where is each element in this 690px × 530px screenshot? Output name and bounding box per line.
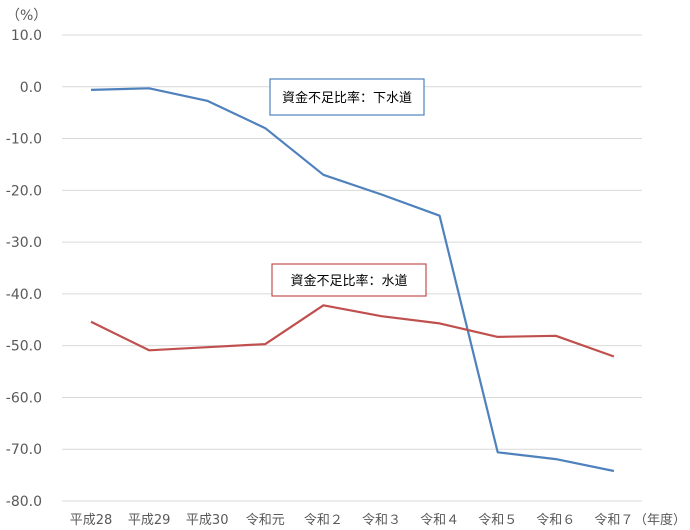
y-axis-tick-labels: 10.0 0.0 -10.0 -20.0 -30.0 -40.0 -50.0 -60.0 -70… xyxy=(6,28,42,510)
x-tick-label: 令和２ xyxy=(304,513,343,528)
x-tick-label: 平成28 xyxy=(70,513,113,528)
x-axis-tick-labels: 平成28 平成29 平成30 令和元 令和２ 令和３ 令和４ 令和５ 令和６ 令和７ （年度） xyxy=(70,512,686,528)
x-tick-label: 令和７ xyxy=(594,513,633,528)
y-tick-label: -60.0 xyxy=(6,390,42,406)
y-tick-label: 10.0 xyxy=(11,28,42,44)
x-tick-label: 令和３ xyxy=(362,513,401,528)
y-tick-label: -80.0 xyxy=(6,494,42,510)
x-tick-label: 平成29 xyxy=(128,513,171,528)
x-tick-label: 令和５ xyxy=(478,513,517,528)
legend-label-water: 資金不足比率：水道 xyxy=(290,273,407,289)
series-line-water xyxy=(90,304,615,358)
x-axis-suffix-label: （年度） xyxy=(634,512,686,528)
y-tick-label: -50.0 xyxy=(6,339,42,355)
x-tick-label: 令和４ xyxy=(420,513,459,528)
y-tick-label: -70.0 xyxy=(6,442,42,458)
legend-callout-sewer: 資金不足比率：下水道 xyxy=(269,78,425,116)
y-tick-label: 0.0 xyxy=(20,80,42,96)
y-axis-unit-label: （%） xyxy=(6,8,47,24)
y-tick-label: -20.0 xyxy=(6,183,42,199)
series-lines xyxy=(90,87,615,473)
y-tick-label: -10.0 xyxy=(6,132,42,148)
y-tick-label: -40.0 xyxy=(6,287,42,303)
y-tick-label: -30.0 xyxy=(6,235,42,251)
legend-label-sewer: 資金不足比率：下水道 xyxy=(282,90,412,106)
legend-callout-water: 資金不足比率：水道 xyxy=(271,263,427,297)
x-tick-label: 令和６ xyxy=(536,513,575,528)
x-tick-label: 平成30 xyxy=(186,513,229,528)
x-tick-label: 令和元 xyxy=(246,513,285,528)
series-line-sewer xyxy=(90,87,615,473)
